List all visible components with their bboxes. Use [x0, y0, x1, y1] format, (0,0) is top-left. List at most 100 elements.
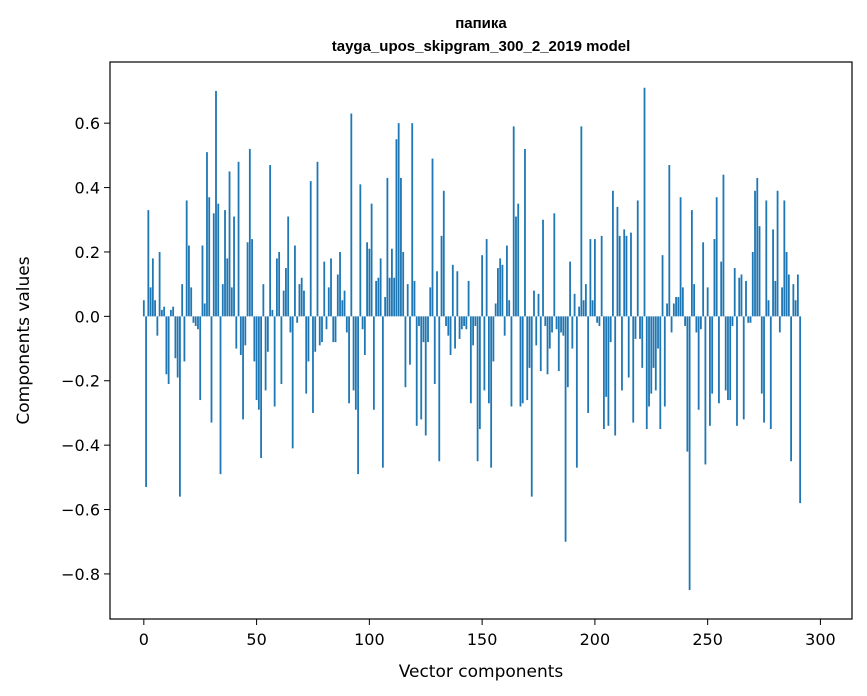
bar	[217, 203, 220, 317]
bar	[603, 316, 605, 430]
bar	[239, 316, 242, 355]
bar	[580, 126, 583, 317]
bar	[316, 161, 319, 317]
bar	[149, 287, 152, 317]
bar	[648, 316, 650, 407]
bar	[334, 316, 337, 343]
bar	[686, 316, 689, 452]
bar	[197, 316, 199, 330]
bar	[607, 316, 610, 426]
bar	[323, 261, 326, 317]
bar	[794, 300, 797, 317]
y-tick-label: 0.0	[75, 307, 100, 326]
bar	[535, 316, 538, 346]
bar	[386, 177, 389, 317]
bar	[248, 148, 251, 317]
bar	[172, 306, 175, 317]
bar	[404, 316, 407, 388]
bar	[747, 316, 750, 323]
bar	[361, 316, 364, 330]
bar	[391, 248, 393, 317]
bar	[330, 258, 332, 317]
bar	[242, 316, 244, 420]
bar	[524, 148, 526, 317]
bar	[469, 316, 472, 404]
bar	[650, 316, 653, 394]
bar	[618, 235, 621, 317]
bar	[151, 258, 154, 317]
bar	[282, 290, 285, 317]
bar	[176, 316, 179, 378]
x-tick-label: 100	[354, 630, 385, 649]
bar	[544, 316, 547, 327]
bar	[436, 271, 438, 317]
bar	[375, 280, 378, 317]
bar	[257, 316, 260, 410]
bar	[711, 316, 714, 394]
bar	[639, 316, 641, 339]
bar	[695, 316, 698, 333]
bar	[273, 316, 276, 407]
bar	[179, 316, 181, 497]
bar	[684, 316, 686, 327]
x-tick-label: 150	[467, 630, 498, 649]
bar	[411, 123, 414, 317]
chart-subtitle: tayga_upos_skipgram_300_2_2019 model	[332, 38, 631, 55]
bar	[206, 152, 208, 317]
bar	[693, 284, 696, 317]
bar	[609, 316, 612, 343]
bar	[539, 316, 542, 372]
bar	[688, 316, 691, 591]
bar	[781, 287, 783, 317]
bar	[720, 261, 723, 317]
bar	[733, 268, 736, 317]
bar	[769, 316, 772, 430]
bar	[569, 261, 571, 317]
bar	[348, 316, 350, 404]
bar	[510, 316, 513, 407]
bar	[555, 316, 558, 330]
bar	[526, 316, 529, 401]
bar	[203, 303, 206, 317]
bar	[709, 316, 711, 426]
bar	[699, 316, 702, 330]
bar	[431, 158, 434, 317]
bar	[564, 316, 567, 542]
bar	[605, 316, 608, 397]
bar	[758, 226, 761, 317]
bar	[145, 316, 147, 487]
bar	[596, 316, 599, 323]
bar	[625, 235, 628, 317]
bar	[357, 316, 359, 475]
bar	[285, 268, 287, 317]
bar	[483, 316, 486, 391]
bar	[303, 290, 305, 317]
bar	[799, 316, 802, 504]
bar	[623, 229, 626, 317]
bar	[494, 303, 497, 317]
bar	[530, 316, 533, 497]
bar	[332, 316, 335, 343]
bar	[481, 255, 484, 317]
bar	[731, 316, 734, 327]
bar	[612, 190, 614, 317]
bar	[163, 306, 166, 317]
bar	[370, 203, 373, 317]
x-ticks-group: 0 50 100 150 200 250 300	[139, 619, 836, 649]
x-axis-label: Vector components	[399, 662, 564, 682]
bar	[654, 316, 657, 391]
bar	[224, 210, 226, 317]
bar	[702, 242, 705, 317]
bar	[760, 316, 763, 394]
y-tick-label: −0.8	[61, 565, 100, 584]
bar	[560, 316, 562, 333]
bar	[235, 316, 238, 349]
bar	[751, 251, 754, 317]
bar	[503, 316, 506, 336]
bar	[318, 316, 321, 346]
bar	[715, 197, 718, 317]
bar	[458, 316, 461, 339]
bar	[368, 248, 371, 317]
bar	[675, 297, 677, 317]
